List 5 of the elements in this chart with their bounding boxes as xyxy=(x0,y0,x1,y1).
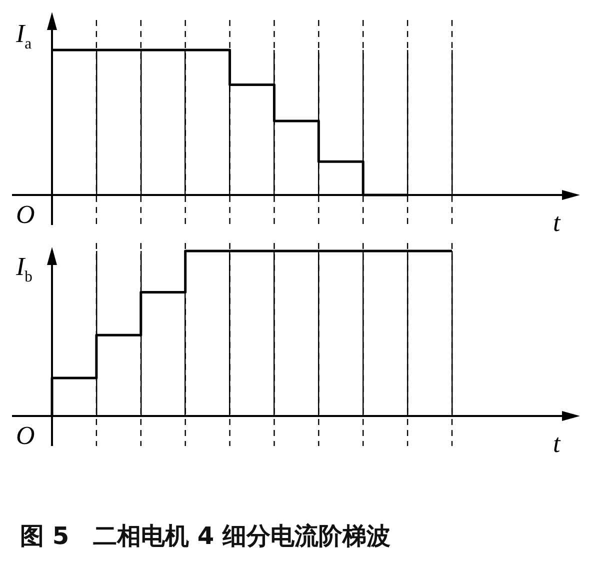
x-axis-title: t xyxy=(553,208,561,237)
caption: 图 5 二相电机 4 细分电流阶梯波 xyxy=(19,521,392,552)
x-axis-title: t xyxy=(553,429,561,458)
text: O xyxy=(16,200,35,229)
text: O xyxy=(16,421,35,450)
